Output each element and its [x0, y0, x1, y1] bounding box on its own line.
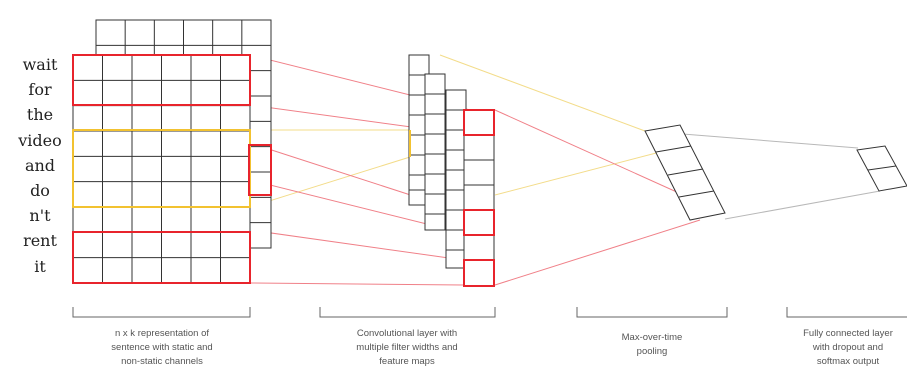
word-label: for — [28, 80, 52, 99]
connection-lines — [249, 54, 881, 286]
filter-highlights — [72, 54, 272, 284]
word-label: wait — [23, 55, 58, 74]
section-brackets — [72, 307, 907, 318]
word-label: and — [25, 156, 55, 175]
matrix-front-channel — [72, 54, 251, 284]
bracket-conv — [319, 307, 496, 318]
filter-red-top — [72, 54, 251, 106]
word-label: do — [30, 181, 50, 200]
caption-input-line: sentence with static and — [111, 342, 212, 353]
filter-red-bottom — [72, 231, 251, 284]
caption-output-line: with dropout and — [812, 342, 883, 353]
word-label: n't — [29, 206, 51, 225]
caption-output-line: Fully connected layer — [803, 328, 893, 339]
feature-map-highlighted — [463, 109, 495, 287]
word-label: video — [17, 131, 62, 150]
connector-line — [724, 190, 881, 220]
connector-line — [494, 109, 691, 199]
output-layer — [856, 145, 907, 192]
connector-line — [249, 282, 464, 286]
connector-line — [439, 54, 646, 132]
caption-output-line: softmax output — [817, 356, 880, 367]
bracket-output — [786, 307, 907, 318]
caption-pool-line: Max-over-time — [622, 332, 683, 343]
connector-line — [249, 156, 411, 208]
feature-map — [424, 73, 446, 231]
caption-input-line: non-static channels — [121, 356, 203, 367]
caption-conv-line: multiple filter widths and — [356, 342, 457, 353]
bracket-input — [72, 307, 251, 318]
filter-red-back — [248, 144, 272, 196]
connector-line — [494, 219, 701, 286]
section-captions: n x k representation of sentence with st… — [111, 328, 893, 367]
word-label: it — [34, 257, 46, 276]
feature-maps — [408, 54, 495, 287]
caption-conv-line: feature maps — [379, 356, 435, 367]
caption-input-line: n x k representation of — [115, 328, 209, 339]
connector-line — [249, 229, 464, 261]
pooled-vector — [644, 124, 726, 221]
word-label: rent — [23, 231, 57, 250]
sentence-words: wait for the video and do n't rent it — [17, 55, 62, 276]
caption-pool-line: pooling — [637, 346, 668, 357]
connector-line — [494, 151, 661, 196]
bracket-pool — [576, 307, 728, 318]
word-label: the — [27, 105, 53, 124]
caption-conv-line: Convolutional layer with — [357, 328, 457, 339]
feature-map — [445, 89, 467, 269]
